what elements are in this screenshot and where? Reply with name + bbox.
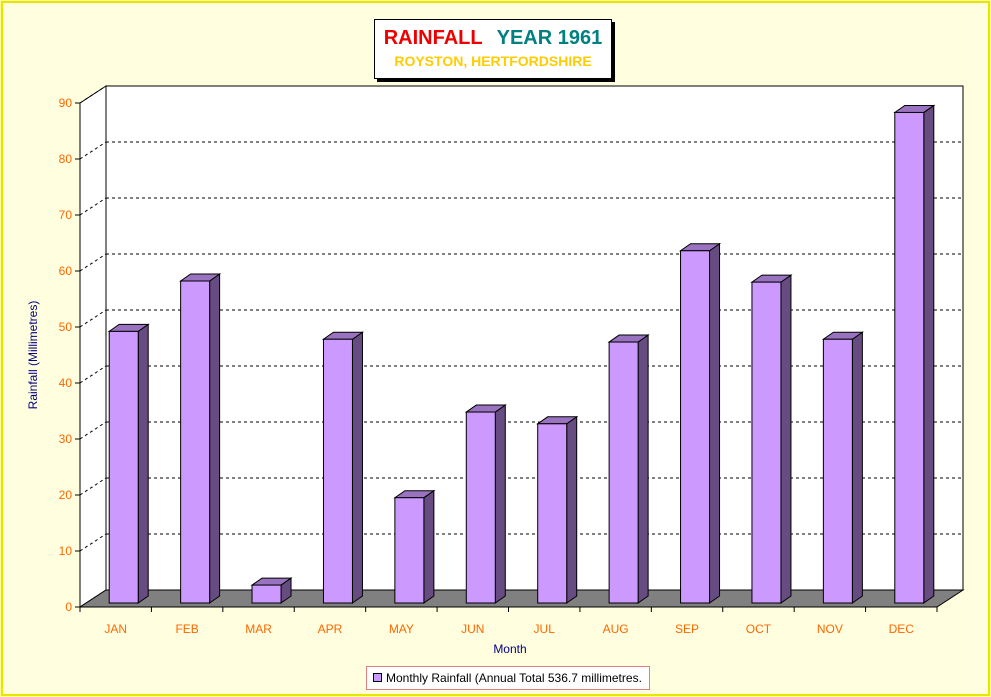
gridline-depth <box>79 197 107 216</box>
legend-label: Monthly Rainfall (Annual Total 536.7 mil… <box>386 671 642 685</box>
chart-title-box: RAINFALL YEAR 1961 ROYSTON, HERTFORDSHIRE <box>374 19 612 79</box>
bar-apr <box>322 338 353 604</box>
x-tick-label-jul: JUL <box>534 622 556 636</box>
gridline-depth <box>79 365 107 384</box>
x-tick-label-may: MAY <box>389 622 414 636</box>
x-tick-label-apr: APR <box>318 622 343 636</box>
y-tick-label: 90 <box>59 96 73 110</box>
bar-side-sep <box>709 242 721 604</box>
bar-side-feb <box>209 273 221 604</box>
bar-side-aug <box>637 334 649 604</box>
x-tick-label-sep: SEP <box>675 622 699 636</box>
bar-oct <box>751 281 782 604</box>
gridline-depth <box>79 533 107 552</box>
gridline-depth <box>79 141 107 160</box>
y-tick-label: 50 <box>59 320 73 334</box>
bar-jun <box>465 411 496 604</box>
chart-title-year: YEAR 1961 <box>496 27 603 49</box>
gridline-depth <box>79 309 107 328</box>
gridline-depth <box>79 421 107 440</box>
bar-jan <box>108 330 139 604</box>
legend-swatch <box>373 673 382 682</box>
x-tick-label-aug: AUG <box>603 622 629 636</box>
x-tick-label-dec: DEC <box>889 622 915 636</box>
y-tick-label: 30 <box>59 432 73 446</box>
y-tick-label: 20 <box>59 488 73 502</box>
x-axis-title: Month <box>493 642 527 656</box>
bar-side-oct <box>780 274 792 604</box>
legend: Monthly Rainfall (Annual Total 536.7 mil… <box>366 666 650 690</box>
bar-feb <box>180 280 211 604</box>
x-tick-label-feb: FEB <box>175 622 198 636</box>
gridline-depth <box>79 85 107 104</box>
bar-mar <box>251 584 282 604</box>
bar-side-apr <box>351 331 363 604</box>
bar-may <box>394 497 425 604</box>
chart-subtitle: ROYSTON, HERTFORDSHIRE <box>394 53 592 69</box>
chart-title: RAINFALL <box>383 27 483 49</box>
bar-nov <box>822 338 853 604</box>
bar-jul <box>537 423 568 604</box>
bar-aug <box>608 341 639 604</box>
y-axis-title: Rainfall (Millimetres) <box>26 300 40 410</box>
y-tick-label: 70 <box>59 208 73 222</box>
bar-side-nov <box>851 331 863 604</box>
x-tick-label-oct: OCT <box>746 622 772 636</box>
left-wall <box>79 85 107 608</box>
y-tick-label: 60 <box>59 264 73 278</box>
gridline-depth <box>79 253 107 272</box>
bar-sep <box>680 250 711 604</box>
y-tick-label: 0 <box>65 600 72 614</box>
back-wall <box>105 85 964 591</box>
x-tick-label-mar: MAR <box>245 622 272 636</box>
y-tick-label: 10 <box>59 544 73 558</box>
bar-side-jun <box>494 404 506 604</box>
y-tick-label: 40 <box>59 376 73 390</box>
bar-dec <box>894 111 925 604</box>
x-tick-label-nov: NOV <box>817 622 843 636</box>
chart-title-line: RAINFALL YEAR 1961 <box>375 27 611 50</box>
bar-side-may <box>423 489 435 604</box>
bar-side-dec <box>923 104 935 604</box>
bar-side-jan <box>137 323 149 604</box>
x-tick-label-jun: JUN <box>461 622 484 636</box>
bar-side-jul <box>566 415 578 604</box>
gridline-depth <box>79 477 107 496</box>
x-tick-label-jan: JAN <box>104 622 127 636</box>
y-tick-label: 80 <box>59 152 73 166</box>
